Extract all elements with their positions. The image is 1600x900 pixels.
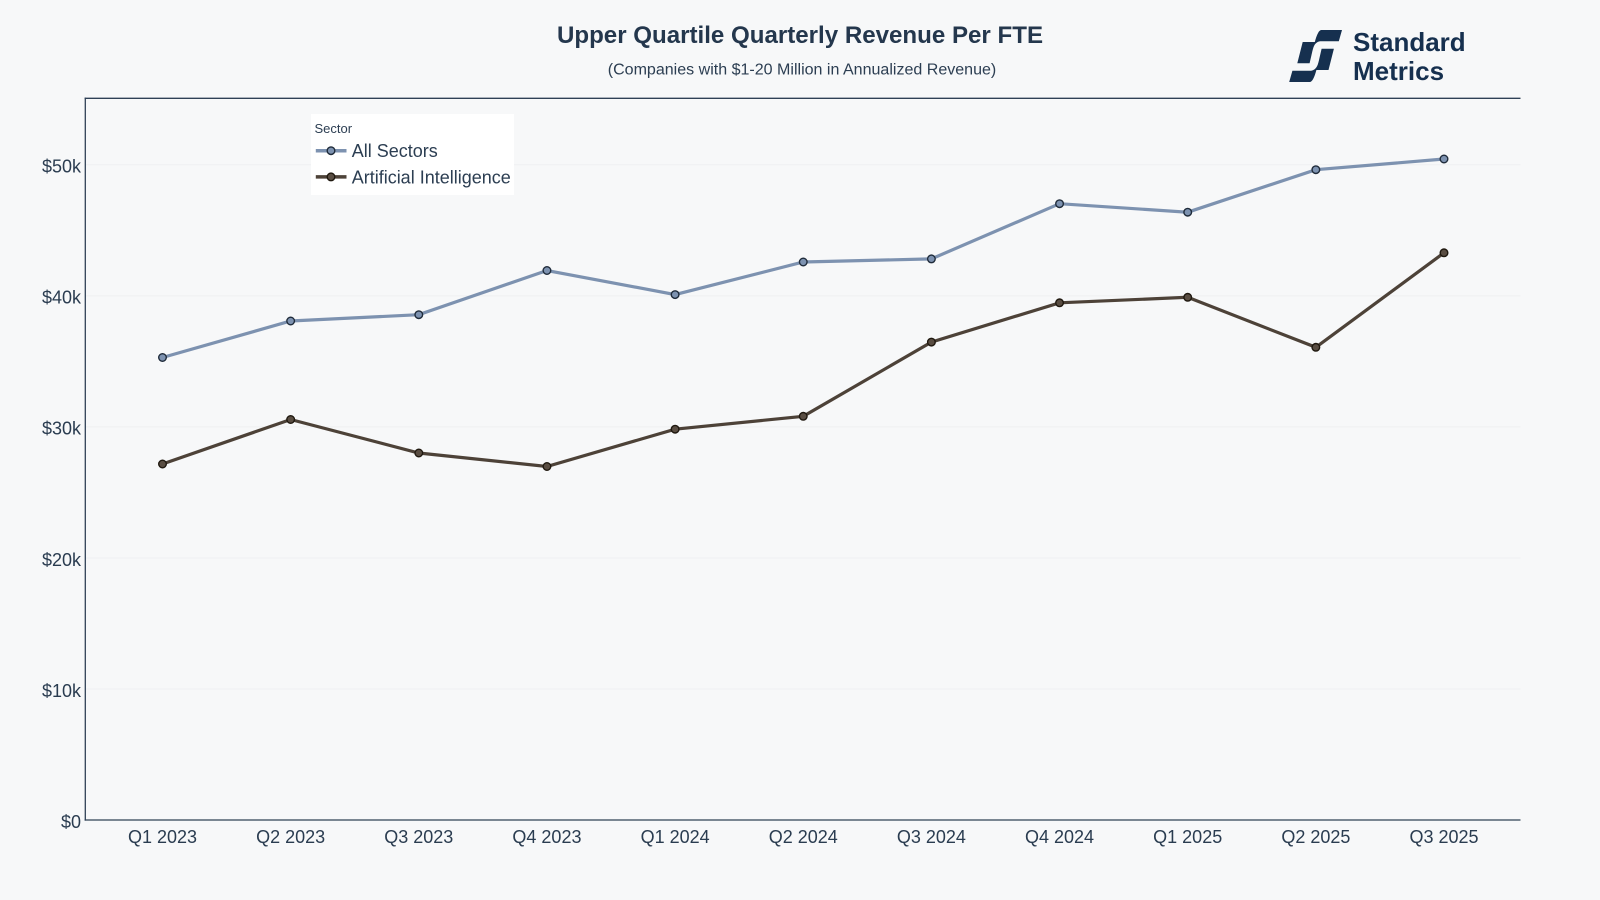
svg-text:All Sectors: All Sectors <box>352 141 438 161</box>
svg-text:Q3 2023: Q3 2023 <box>384 827 453 847</box>
svg-text:Q2 2023: Q2 2023 <box>256 827 325 847</box>
svg-text:Q1 2023: Q1 2023 <box>128 827 197 847</box>
svg-text:$10k: $10k <box>42 681 82 701</box>
svg-text:Q3 2024: Q3 2024 <box>897 827 966 847</box>
svg-text:Artificial Intelligence: Artificial Intelligence <box>352 167 511 187</box>
svg-text:Q3 2025: Q3 2025 <box>1409 827 1478 847</box>
svg-text:Q4 2024: Q4 2024 <box>1025 827 1094 847</box>
svg-text:$50k: $50k <box>42 157 82 177</box>
svg-text:Standard: Standard <box>1353 27 1466 57</box>
svg-text:Q1 2024: Q1 2024 <box>641 827 710 847</box>
svg-text:Metrics: Metrics <box>1353 56 1444 86</box>
svg-text:Q2 2024: Q2 2024 <box>769 827 838 847</box>
svg-text:$40k: $40k <box>42 288 82 308</box>
svg-text:$30k: $30k <box>42 419 82 439</box>
svg-text:Q1 2025: Q1 2025 <box>1153 827 1222 847</box>
svg-text:Q2 2025: Q2 2025 <box>1281 827 1350 847</box>
svg-text:Upper Quartile Quarterly Reven: Upper Quartile Quarterly Revenue Per FTE <box>557 22 1043 49</box>
svg-text:Q4 2023: Q4 2023 <box>512 827 581 847</box>
svg-text:$0: $0 <box>61 812 81 832</box>
svg-text:Sector: Sector <box>315 121 353 136</box>
svg-text:$20k: $20k <box>42 550 82 570</box>
svg-text:(Companies with $1-20 Million: (Companies with $1-20 Million in Annuali… <box>608 61 997 79</box>
